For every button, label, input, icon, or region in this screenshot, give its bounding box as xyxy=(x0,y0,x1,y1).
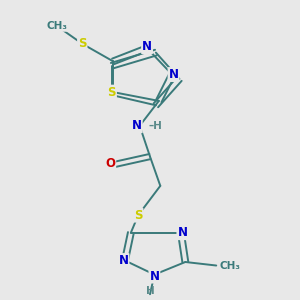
Text: O: O xyxy=(105,157,115,170)
Text: N: N xyxy=(132,119,142,132)
Text: –H: –H xyxy=(149,121,163,131)
Text: N: N xyxy=(169,68,178,81)
Text: N: N xyxy=(149,270,159,283)
Text: CH₃: CH₃ xyxy=(47,21,68,31)
Text: H: H xyxy=(146,286,154,296)
Text: N: N xyxy=(142,40,152,53)
Text: S: S xyxy=(107,85,116,99)
Text: CH₃: CH₃ xyxy=(219,260,240,271)
Text: S: S xyxy=(134,208,142,222)
Text: N: N xyxy=(177,226,188,239)
Text: S: S xyxy=(78,37,86,50)
Text: N: N xyxy=(118,254,128,267)
